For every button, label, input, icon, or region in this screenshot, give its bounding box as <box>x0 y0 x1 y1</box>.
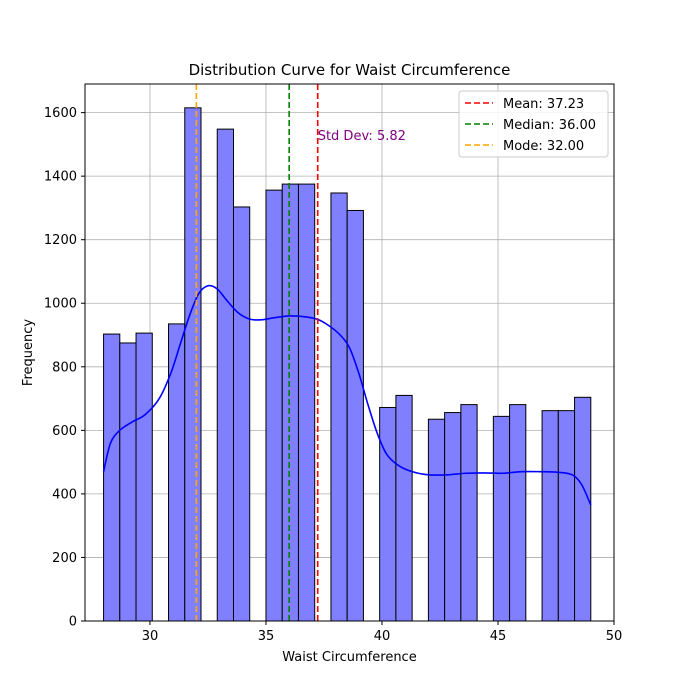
histogram-bar <box>427 418 446 622</box>
legend-label: Mean: 37.23 <box>503 97 584 112</box>
legend: Mean: 37.23 Median: 36.00 Mode: 32.00 <box>458 90 609 158</box>
histogram-bars <box>103 107 592 622</box>
x-axis-label: Waist Circumference <box>282 650 416 665</box>
histogram-bar <box>297 183 316 622</box>
histogram-bar <box>379 406 397 622</box>
histogram-bar <box>444 412 462 622</box>
histogram-bar <box>330 192 348 622</box>
y-tick-label: 1200 <box>44 233 77 248</box>
std-dev-annotation: Std Dev: 5.82 <box>318 129 406 144</box>
y-tick-label: 200 <box>52 551 77 566</box>
x-tick-label: 50 <box>606 629 623 644</box>
histogram-bar <box>541 410 559 622</box>
x-tick-label: 30 <box>142 629 159 644</box>
legend-box <box>458 90 609 158</box>
y-tick-label: 0 <box>69 615 77 630</box>
chart-title: Distribution Curve for Waist Circumferen… <box>189 61 511 79</box>
histogram-bar <box>460 404 478 622</box>
histogram-bar <box>119 342 137 622</box>
legend-label: Mode: 32.00 <box>503 139 584 154</box>
y-tick-label: 400 <box>52 487 77 502</box>
histogram-bar <box>216 128 234 622</box>
histogram-bar <box>184 107 202 622</box>
axes-frame <box>84 83 615 622</box>
x-tick-label: 40 <box>374 629 391 644</box>
axis-ticks: 30 35 40 45 50 0 200 400 600 800 1000 1200 1400 1600 <box>44 106 622 644</box>
annotations: Std Dev: 5.82 <box>318 129 406 144</box>
histogram-bar <box>509 404 527 622</box>
y-tick-label: 1000 <box>44 297 77 312</box>
histogram-bar <box>281 183 299 622</box>
kde-curve <box>102 284 592 506</box>
x-tick-label: 45 <box>490 629 507 644</box>
histogram-bar <box>574 396 592 622</box>
histogram-bar <box>168 323 186 622</box>
legend-label: Median: 36.00 <box>503 118 596 133</box>
histogram-bar <box>492 415 511 622</box>
histogram-bar <box>346 209 364 622</box>
y-tick-label: 1600 <box>44 106 77 121</box>
histogram-bar <box>395 394 413 622</box>
histogram-bar <box>135 332 153 622</box>
histogram-bar <box>103 333 121 622</box>
kde-curve-layer <box>102 284 592 506</box>
y-tick-label: 800 <box>52 360 77 375</box>
x-tick-label: 35 <box>258 629 275 644</box>
y-axis-label: Frequency <box>21 319 36 386</box>
y-tick-label: 600 <box>52 424 77 439</box>
histogram-bar <box>265 189 283 622</box>
histogram-bar <box>232 206 251 622</box>
histogram-bar <box>557 410 576 622</box>
y-tick-label: 1400 <box>44 170 77 185</box>
